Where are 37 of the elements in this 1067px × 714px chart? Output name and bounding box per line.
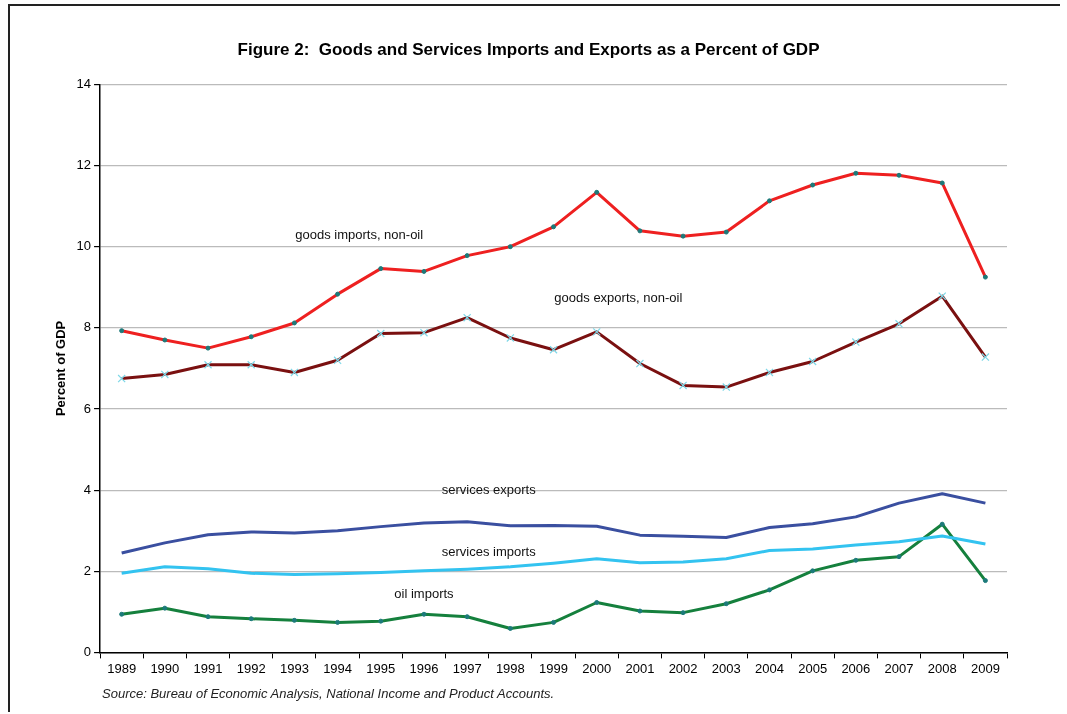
series-label: services imports	[441, 543, 537, 559]
x-tick-label: 2005	[798, 660, 828, 676]
x-tick-label: 1995	[366, 660, 396, 676]
x-tick-label: 2003	[711, 660, 741, 676]
y-tick-label: 0	[83, 643, 92, 659]
chart-title: Figure 2: Goods and Services Imports and Exports as a Percent of GDP	[237, 39, 820, 59]
x-tick-label: 2001	[625, 660, 655, 676]
x-tick-label: 2000	[582, 660, 612, 676]
y-tick-label: 14	[76, 75, 92, 91]
x-tick-label: 1989	[107, 660, 137, 676]
x-tick-label: 2004	[755, 660, 784, 676]
y-tick-label: 12	[76, 157, 92, 173]
x-tick-label: 2006	[841, 660, 871, 676]
y-tick-label: 4	[83, 481, 92, 497]
x-tick-label: 2007	[884, 660, 914, 676]
series-label: services exports	[441, 481, 537, 497]
y-tick-label: 2	[83, 562, 92, 578]
x-tick-label: 2009	[970, 660, 1000, 676]
x-tick-label: 1999	[539, 660, 568, 676]
x-tick-label: 1996	[409, 660, 439, 676]
y-tick-label: 6	[83, 400, 92, 416]
x-tick-label: 2002	[668, 660, 698, 676]
source-note: Source: Bureau of Economic Analysis, National Income and Product Accounts.	[102, 686, 555, 701]
x-tick-label: 1994	[323, 660, 353, 676]
x-tick-label: 2008	[927, 660, 957, 676]
y-tick-label: 8	[83, 319, 92, 335]
x-tick-label: 1990	[150, 660, 180, 676]
x-tick-label: 1992	[236, 660, 266, 676]
series-label: oil imports	[394, 586, 455, 602]
y-tick-label: 10	[76, 238, 92, 254]
x-tick-label: 1993	[279, 660, 309, 676]
x-tick-label: 1998	[495, 660, 525, 676]
x-tick-label: 1997	[452, 660, 482, 676]
x-tick-label: 1991	[193, 660, 223, 676]
text: goods imports, non-oil	[295, 226, 424, 242]
text: goods exports, non-oil	[554, 289, 683, 305]
y-axis-title: Percent of GDP	[53, 320, 69, 417]
